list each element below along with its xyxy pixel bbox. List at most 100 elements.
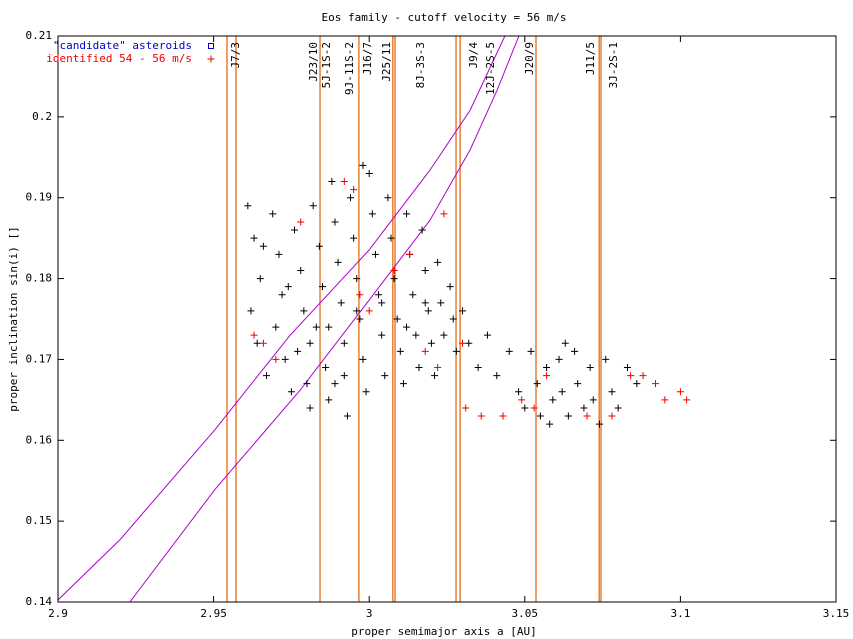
point xyxy=(284,283,292,291)
resonance-label: J16/7 xyxy=(361,42,374,75)
point xyxy=(561,339,569,347)
resonance-label: J23/10 xyxy=(307,42,320,82)
point xyxy=(424,307,432,315)
point xyxy=(421,266,429,274)
point xyxy=(627,372,635,380)
point xyxy=(421,299,429,307)
point xyxy=(676,388,684,396)
point xyxy=(574,380,582,388)
point xyxy=(350,234,358,242)
resonance-label: J7/3 xyxy=(229,42,242,69)
point xyxy=(287,388,295,396)
point xyxy=(272,323,280,331)
point xyxy=(421,347,429,355)
point xyxy=(340,339,348,347)
point xyxy=(337,299,345,307)
point xyxy=(418,226,426,234)
point xyxy=(350,186,358,194)
point xyxy=(543,364,551,372)
point xyxy=(415,364,423,372)
point xyxy=(583,412,591,420)
x-tick-label: 2.9 xyxy=(48,607,68,620)
y-tick-label: 0.15 xyxy=(26,514,53,527)
point xyxy=(459,339,467,347)
point xyxy=(452,347,460,355)
point xyxy=(595,420,603,428)
point xyxy=(440,210,448,218)
stability-curve xyxy=(58,36,506,601)
point xyxy=(530,404,538,412)
plot-area xyxy=(58,36,691,602)
y-tick-label: 0.14 xyxy=(26,595,53,608)
legend-marker xyxy=(208,43,214,49)
point xyxy=(353,275,361,283)
resonance-label: 3J-2S-1 xyxy=(607,42,620,88)
point xyxy=(633,380,641,388)
point xyxy=(322,364,330,372)
point xyxy=(449,315,457,323)
point xyxy=(384,194,392,202)
point xyxy=(319,283,327,291)
point xyxy=(275,250,283,258)
point xyxy=(403,323,411,331)
point xyxy=(297,266,305,274)
point xyxy=(253,339,261,347)
point xyxy=(521,404,529,412)
point xyxy=(661,396,669,404)
point xyxy=(263,372,271,380)
point xyxy=(527,347,535,355)
y-axis-label: proper inclination sin(i) [] xyxy=(7,226,20,411)
point xyxy=(602,355,610,363)
resonance-label: 8J-3S-3 xyxy=(414,42,427,88)
point xyxy=(580,404,588,412)
point xyxy=(555,355,563,363)
point xyxy=(440,331,448,339)
point xyxy=(477,412,485,420)
point xyxy=(493,372,501,380)
point xyxy=(571,347,579,355)
resonance-label: 5J-1S-2 xyxy=(320,42,333,88)
point xyxy=(256,275,264,283)
point xyxy=(353,307,361,315)
point xyxy=(427,339,435,347)
point xyxy=(250,331,258,339)
legend-label: "candidate" asteroids xyxy=(53,39,192,52)
point xyxy=(608,412,616,420)
point xyxy=(359,355,367,363)
point xyxy=(315,242,323,250)
point xyxy=(546,420,554,428)
y-tick-label: 0.17 xyxy=(26,352,53,365)
point xyxy=(347,194,355,202)
point xyxy=(375,291,383,299)
point xyxy=(365,169,373,177)
point xyxy=(306,339,314,347)
point xyxy=(431,372,439,380)
y-tick-label: 0.16 xyxy=(26,433,53,446)
point xyxy=(297,218,305,226)
point xyxy=(393,315,401,323)
point xyxy=(437,299,445,307)
resonance-label: 9J-11S-2 xyxy=(343,42,356,95)
point xyxy=(378,331,386,339)
point xyxy=(586,364,594,372)
point xyxy=(409,291,417,299)
point xyxy=(390,266,398,274)
x-tick-label: 2.95 xyxy=(200,607,227,620)
point xyxy=(331,218,339,226)
point xyxy=(558,388,566,396)
point xyxy=(403,210,411,218)
point xyxy=(250,234,258,242)
point xyxy=(614,404,622,412)
chart-title: Eos family - cutoff velocity = 56 m/s xyxy=(321,11,566,24)
point xyxy=(334,258,342,266)
point xyxy=(533,380,541,388)
point xyxy=(381,372,389,380)
point xyxy=(399,380,407,388)
point xyxy=(328,178,336,186)
point xyxy=(303,380,311,388)
point xyxy=(356,291,364,299)
y-tick-label: 0.2 xyxy=(32,110,52,123)
point xyxy=(306,404,314,412)
point xyxy=(362,388,370,396)
